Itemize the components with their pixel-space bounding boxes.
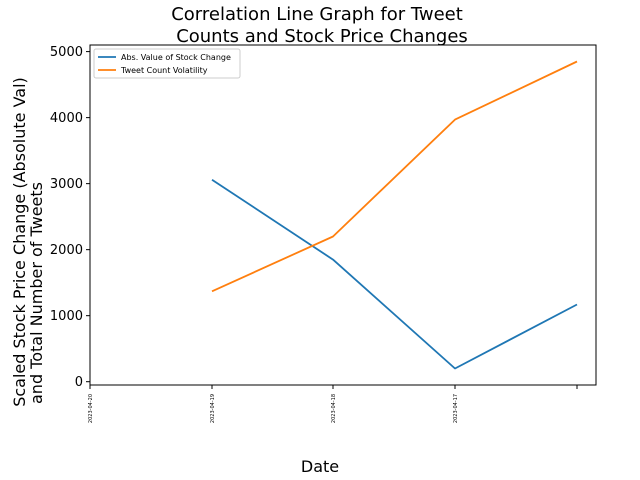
y-tick-label: 5000 (50, 45, 83, 60)
legend-label-1: Abs. Value of Stock Change (121, 53, 231, 62)
y-tick-label: 0 (75, 375, 83, 390)
axes-layer: 0 1000 2000 3000 4000 5000 2023-04-20 2023-04-1… (50, 44, 597, 423)
x-tick-label: 2023-04-20 (88, 394, 94, 423)
chart-title-line-1: Correlation Line Graph for Tweet (171, 4, 463, 25)
y-axis-label-line-1: Scaled Stock Price Change (Absolute Val) (10, 77, 29, 407)
legend-label-2: Tweet Count Volatility (120, 66, 208, 75)
legend: Abs. Value of Stock Change Tweet Count Vo… (93, 48, 241, 79)
x-tick-label: 2023-04-17 (453, 394, 459, 423)
series-layer (211, 60, 578, 370)
x-tick-label: 2023-04-19 (210, 394, 216, 423)
y-tick-label: 1000 (50, 309, 83, 324)
x-tick-label: 2023-04-18 (331, 394, 337, 423)
legend-box (93, 48, 241, 79)
y-tick-label: 2000 (50, 243, 83, 258)
series-line-2 (211, 60, 578, 293)
y-tick-label: 3000 (50, 177, 83, 192)
chart-title-line-2: Counts and Stock Price Changes (176, 26, 468, 47)
y-tick-label: 4000 (50, 111, 83, 126)
y-axis-label-line-2: and Total Number of Tweets (27, 182, 46, 404)
series-line-1 (211, 178, 578, 370)
plot-frame (89, 44, 597, 386)
x-axis-label: Date (301, 457, 339, 476)
